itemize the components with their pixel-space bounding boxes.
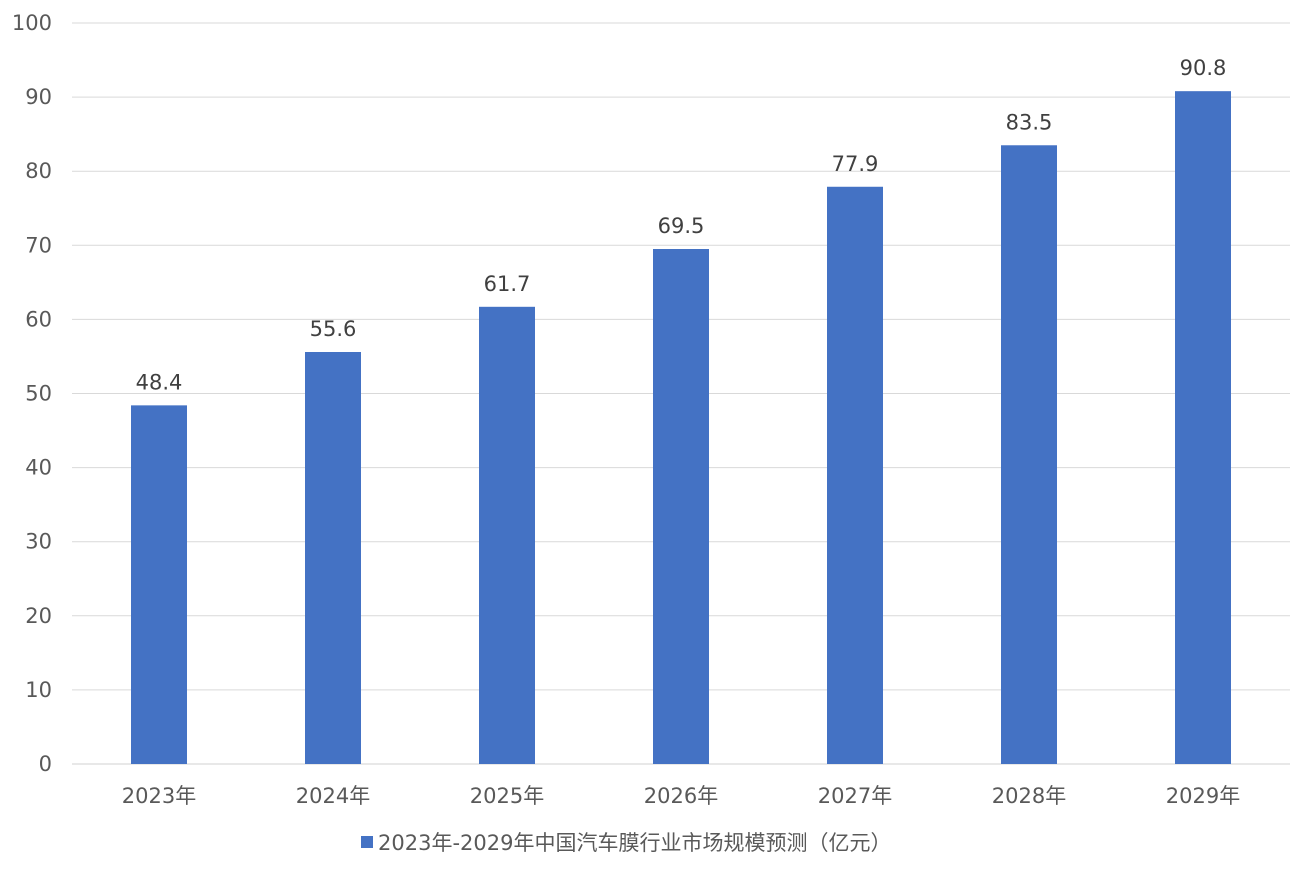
x-tick-label: 2026年 (644, 784, 718, 808)
data-label: 69.5 (658, 214, 705, 238)
data-label: 55.6 (310, 317, 357, 341)
bar (653, 249, 709, 764)
bar (479, 306, 535, 764)
x-tick-label: 2023年 (122, 784, 196, 808)
data-label: 83.5 (1006, 110, 1053, 134)
bar (131, 405, 187, 764)
legend-label: 2023年-2029年中国汽车膜行业市场规模预测（亿元） (378, 831, 891, 855)
data-label: 77.9 (832, 152, 879, 176)
bar (827, 186, 883, 765)
legend: 2023年-2029年中国汽车膜行业市场规模预测（亿元） (361, 831, 891, 855)
x-tick-label: 2028年 (992, 784, 1066, 808)
y-tick-label: 20 (25, 604, 52, 628)
y-tick-label: 80 (25, 159, 52, 183)
data-label: 61.7 (484, 272, 531, 296)
bar (1001, 145, 1057, 764)
x-tick-label: 2029年 (1166, 784, 1240, 808)
y-tick-label: 60 (25, 307, 52, 331)
data-label: 48.4 (136, 370, 183, 394)
y-tick-label: 30 (25, 530, 52, 554)
x-axis-tick-labels: 2023年 2024年 2025年 2026年 2027年 2028年 2029年 (122, 784, 1240, 808)
legend-swatch (361, 836, 373, 848)
y-tick-label: 70 (25, 233, 52, 257)
bar (1175, 91, 1231, 764)
y-tick-label: 100 (12, 11, 52, 35)
y-tick-label: 10 (25, 678, 52, 702)
y-tick-label: 0 (39, 752, 52, 776)
x-tick-label: 2027年 (818, 784, 892, 808)
y-tick-label: 50 (25, 382, 52, 406)
y-tick-label: 40 (25, 456, 52, 480)
y-axis-tick-labels: 0 10 20 30 40 50 60 70 80 90 100 (12, 11, 52, 776)
data-labels: 48.4 55.6 61.7 69.5 77.9 83.5 90.8 (136, 56, 1227, 394)
x-tick-label: 2025年 (470, 784, 544, 808)
bars (131, 91, 1231, 765)
data-label: 90.8 (1180, 56, 1227, 80)
y-tick-label: 90 (25, 85, 52, 109)
x-tick-label: 2024年 (296, 784, 370, 808)
bar (305, 352, 361, 764)
